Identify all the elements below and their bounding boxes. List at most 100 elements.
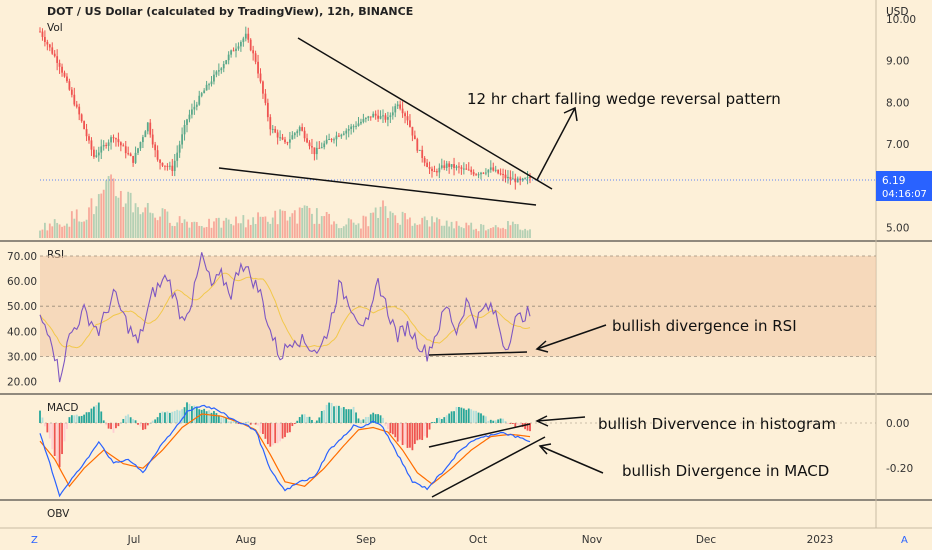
candle-body [178,144,181,153]
candle-body [63,72,66,77]
macd-histogram-bar [293,423,296,425]
candle-body [139,142,142,149]
macd-histogram-bar [215,413,218,423]
candle-body [426,162,428,167]
volume-bar [360,228,362,238]
candle-body [83,121,85,130]
candle-body [159,159,161,163]
macd-histogram-bar [78,416,81,423]
price-tick-label: 5.00 [886,223,909,235]
rsi-moving-average [39,272,531,349]
volume-bar [220,227,223,238]
macd-histogram-bar [254,423,257,425]
volume-bar [377,217,379,238]
volume-bar [244,227,247,238]
auto-scale-button[interactable]: A [901,535,908,546]
candle-body [421,149,424,158]
macd-histogram-bar [450,411,453,423]
volume-bar [61,226,63,238]
volume-bar [168,222,171,238]
volume-bar [296,223,299,238]
candle-body [394,106,397,113]
histogram-divergence-trendline[interactable] [428,423,531,448]
wedge-upper-trendline[interactable] [297,37,553,190]
volume-bar [46,230,49,238]
macd-histogram-bar [458,406,460,423]
candle-body [168,165,171,167]
volume-bar [477,231,480,238]
candle-body [286,142,289,144]
volume-bar [237,223,240,238]
volume-bar [88,207,90,238]
macd-histogram-bar [360,420,362,423]
volume-bar [289,216,291,238]
rsi-tick-label: 40.00 [7,326,37,338]
macd-histogram-bar [320,410,323,423]
macd-divergence-trendline[interactable] [431,436,546,498]
macd-histogram-bar [168,412,171,423]
volume-bar [340,228,343,238]
volume-bar [134,203,137,238]
candle-body [396,104,399,107]
macd-histogram-bar [330,402,333,423]
volume-bar [404,213,406,238]
macd-histogram-bar [242,422,245,424]
volume-bar [443,225,446,238]
price-badge-countdown: 04:16:07 [882,189,927,200]
volume-bar [291,213,294,238]
histogram-annotation-arrow[interactable] [536,416,586,422]
volume-bar [198,225,201,238]
rsi-annotation-arrow[interactable] [536,324,607,350]
volume-bar [83,221,85,238]
macd-histogram-bar [504,421,507,423]
time-tick-label: Sep [356,534,376,546]
wedge-lower-trendline[interactable] [218,167,537,206]
macd-histogram-bar [208,410,210,423]
volume-bar [293,210,296,238]
volume-bar [80,221,83,238]
macd-histogram-bar [191,406,193,423]
macd-histogram-bar [345,409,348,423]
macd-histogram-bar [289,423,291,433]
candle-body [240,42,242,47]
macd-histogram-bar [156,417,159,423]
volume-bar [413,223,416,238]
rsi-line [39,252,531,383]
macd-histogram-bar [492,420,495,423]
volume-bar [338,228,340,238]
breakout-arrow[interactable] [536,107,576,181]
candle-body [443,165,446,168]
macd-histogram-bar [124,415,127,423]
macd-annotation-arrow[interactable] [539,445,604,474]
macd-histogram-bar [431,422,433,424]
candle-body [303,130,306,139]
macd-histogram-bar [428,423,431,430]
candle-body [281,137,284,140]
volume-bar [308,207,311,238]
zoom-button[interactable]: Z [31,535,38,546]
volume-bar [367,226,370,238]
rsi-tick-label: 20.00 [7,377,37,389]
volume-bar [137,207,139,238]
candle-body [262,81,264,94]
macd-histogram-bar [102,420,105,423]
volume-bar [149,212,152,238]
macd-histogram-bar [127,414,130,423]
volume-bars [39,174,531,238]
candle-body [61,66,63,73]
candle-body [298,127,301,132]
candle-body [176,152,179,161]
candle-body [93,149,95,157]
volume-bar [195,222,198,238]
macd-histogram-bar [41,417,44,423]
volume-bar [122,206,125,238]
macd-histogram-bar [323,410,326,423]
candle-body [369,116,372,118]
rsi-divergence-trendline[interactable] [428,351,528,356]
candle-body [44,36,46,42]
volume-bar [271,217,274,238]
candle-body [507,176,509,179]
volume-bar [426,220,428,238]
volume-bar [298,207,301,238]
